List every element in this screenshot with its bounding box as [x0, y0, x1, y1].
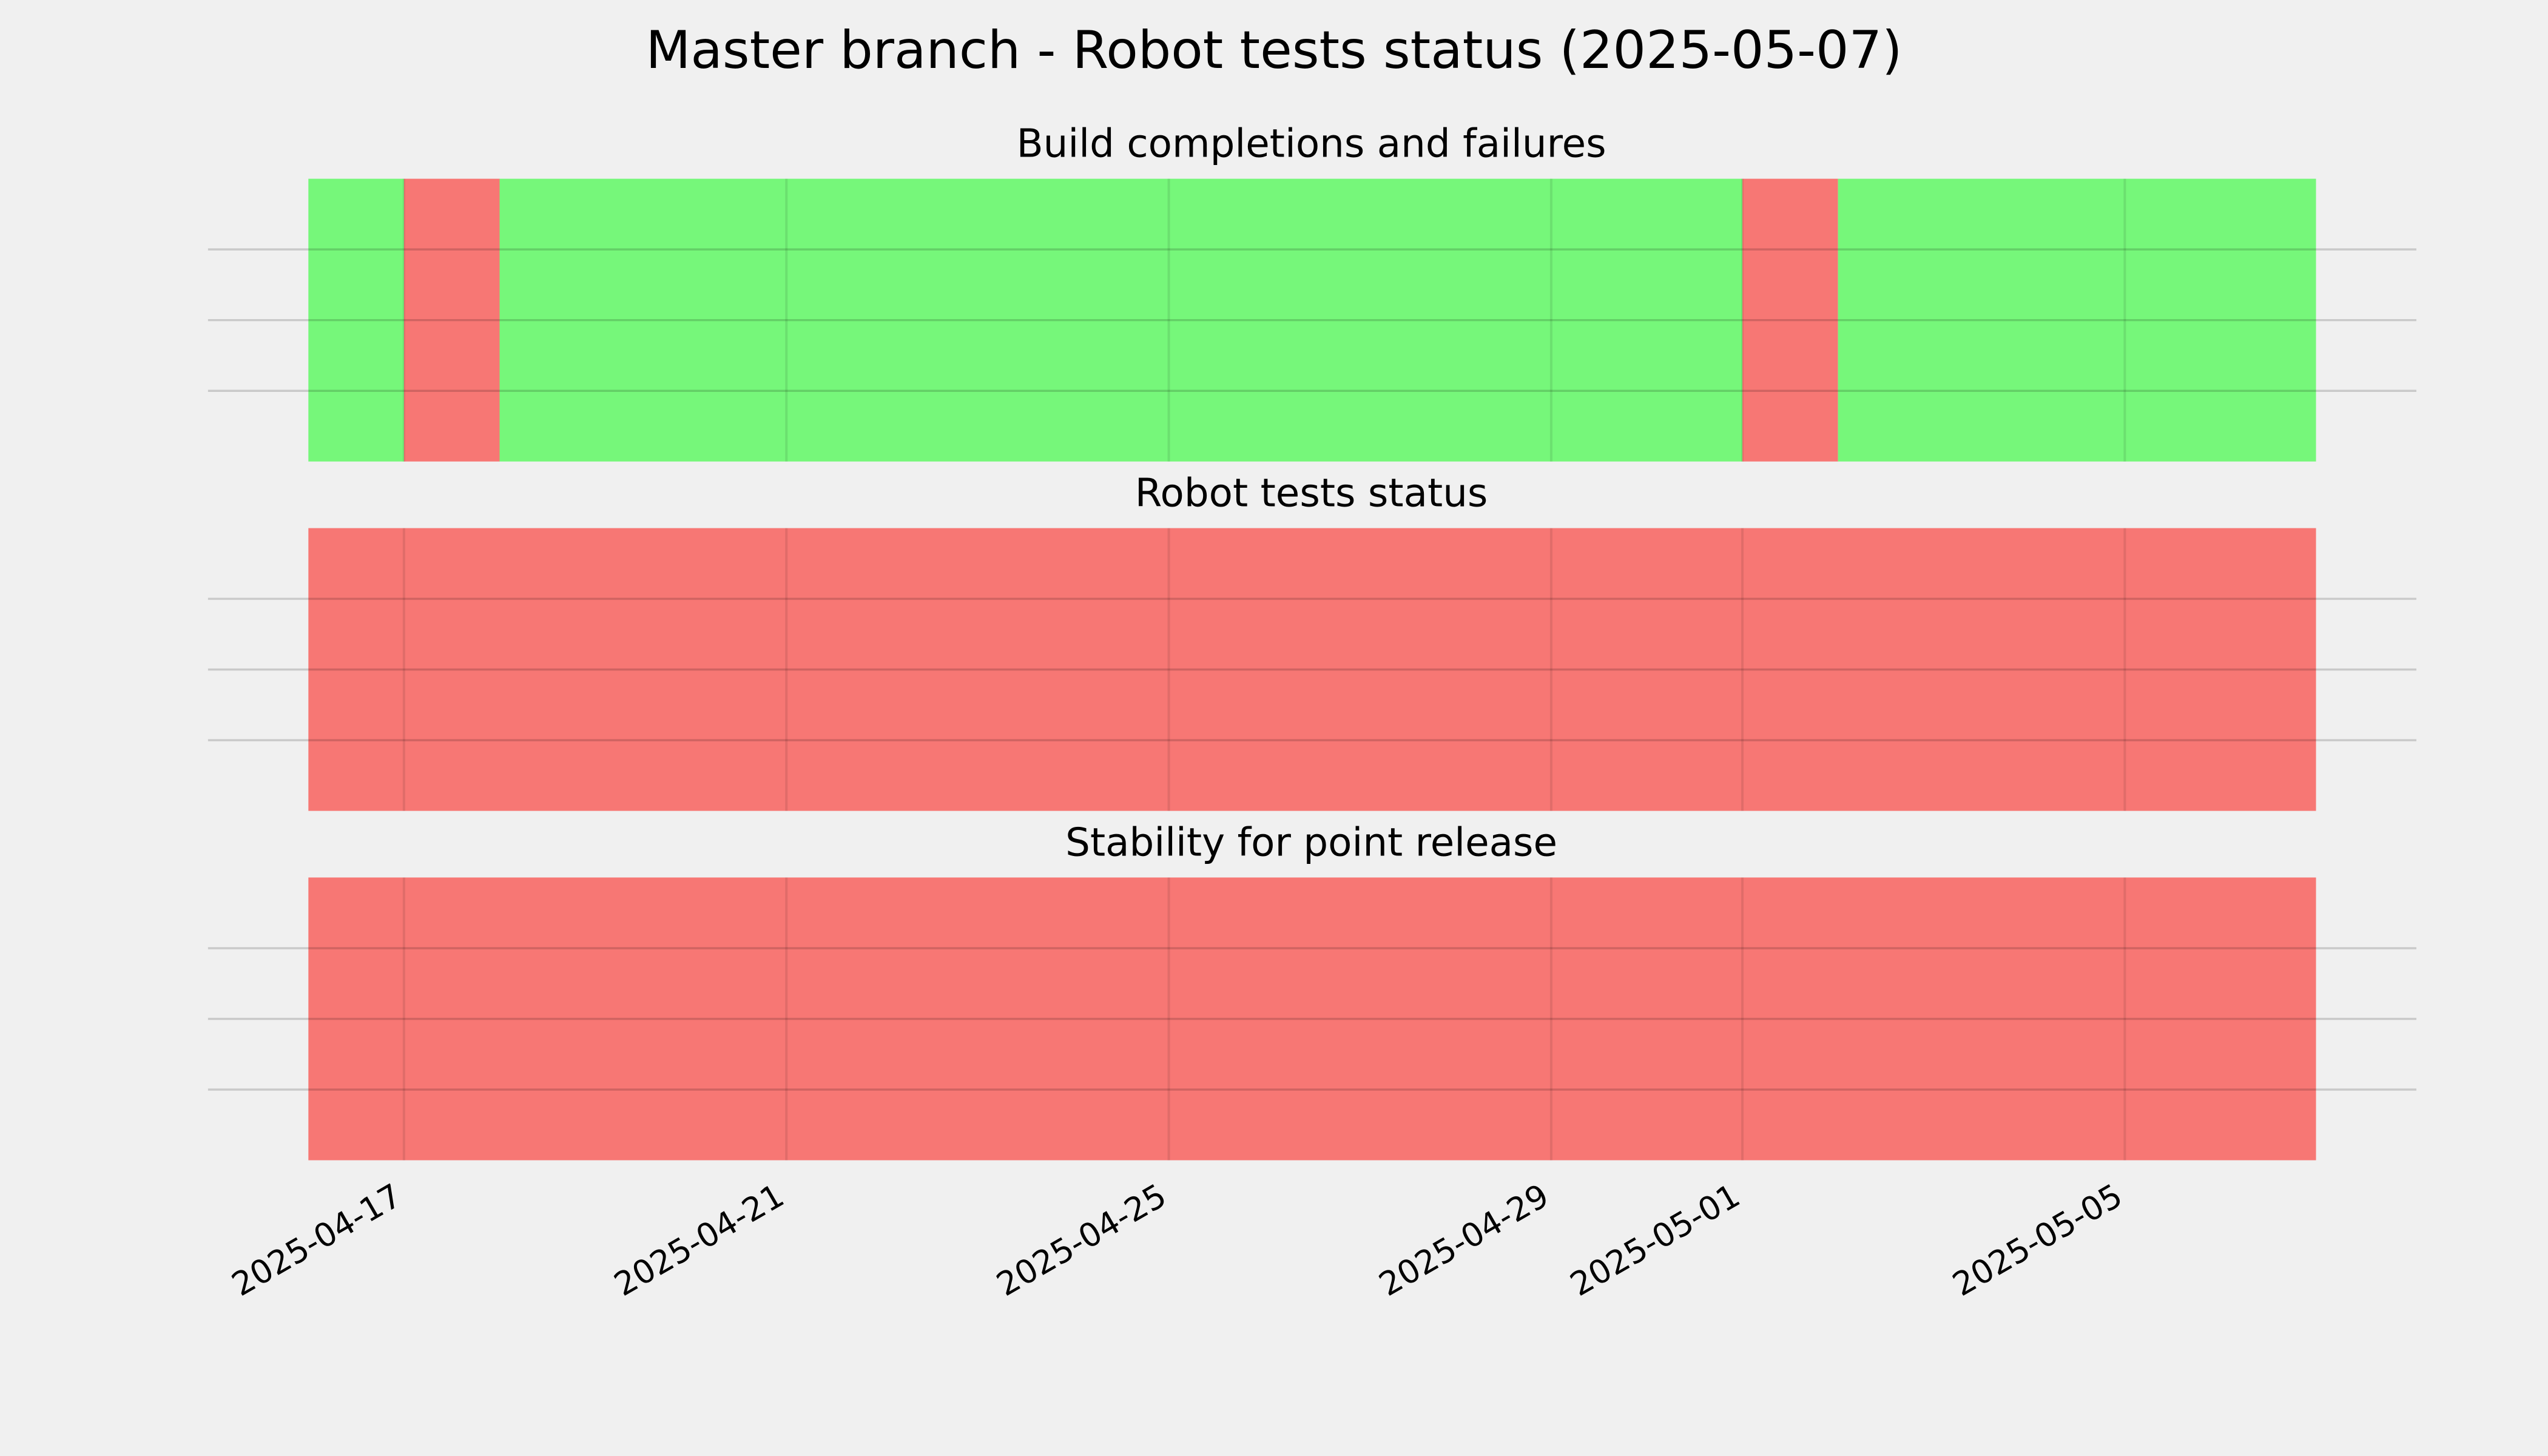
- status-span: [1838, 178, 2316, 462]
- status-span: [308, 528, 2316, 811]
- status-span: [308, 178, 404, 462]
- x-tick-label: 2025-04-17: [225, 1176, 408, 1304]
- status-span: [1742, 178, 1838, 462]
- chart-title: Master branch - Robot tests status (2025…: [645, 20, 1902, 81]
- x-tick-label: 2025-05-01: [1563, 1176, 1746, 1304]
- panel-title: Stability for point release: [1065, 820, 1557, 865]
- panel-title: Build completions and failures: [1017, 121, 1606, 167]
- status-span: [499, 178, 1743, 462]
- x-tick-label: 2025-05-05: [1946, 1176, 2129, 1304]
- x-tick-label: 2025-04-25: [990, 1176, 1173, 1304]
- x-tick-label: 2025-04-21: [608, 1176, 790, 1304]
- x-tick-label: 2025-04-29: [1372, 1176, 1555, 1304]
- panel-title: Robot tests status: [1135, 471, 1488, 516]
- status-span: [308, 877, 2316, 1161]
- status-span: [403, 178, 500, 462]
